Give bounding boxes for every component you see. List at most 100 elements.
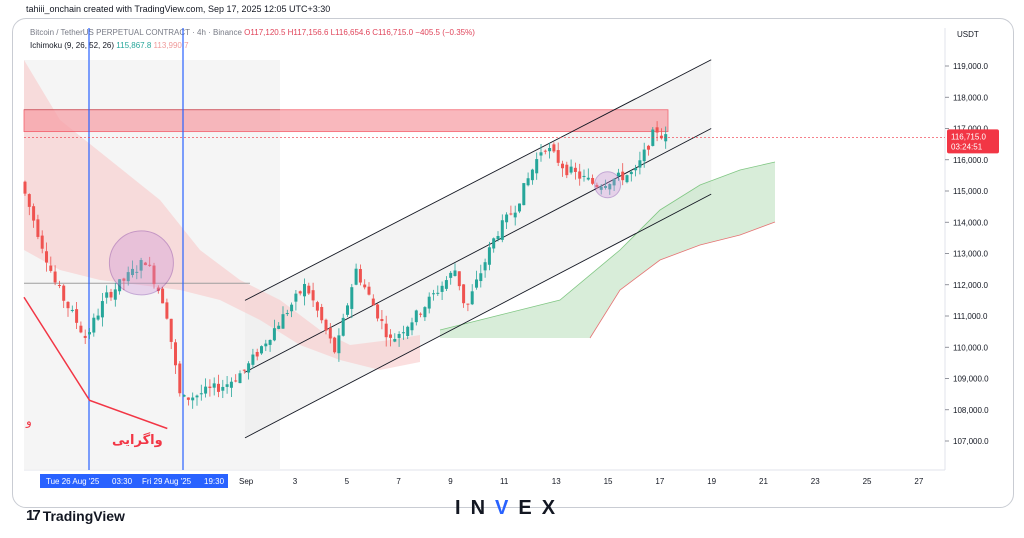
candle-body[interactable] <box>604 186 607 188</box>
candle-body[interactable] <box>182 395 186 397</box>
candle-body[interactable] <box>251 354 255 365</box>
channel-upper-line[interactable] <box>244 59 712 301</box>
candle-body[interactable] <box>659 135 663 139</box>
candle-body[interactable] <box>260 346 263 354</box>
symbol-title[interactable]: Bitcoin / TetherUS PERPETUAL CONTRACT · … <box>30 28 242 37</box>
candle-body[interactable] <box>225 384 229 387</box>
candle-body[interactable] <box>573 167 577 172</box>
candle-body[interactable] <box>36 219 40 237</box>
candle-body[interactable] <box>27 194 31 207</box>
candle-body[interactable] <box>303 283 306 297</box>
candle-body[interactable] <box>242 369 246 371</box>
candle-body[interactable] <box>100 301 104 318</box>
candle-body[interactable] <box>264 343 268 347</box>
candle-body[interactable] <box>88 332 91 335</box>
candle-body[interactable] <box>255 351 259 357</box>
candle-body[interactable] <box>337 335 341 354</box>
candle-body[interactable] <box>363 284 367 288</box>
indicator-name[interactable]: Ichimoku (9, 26, 52, 26) <box>30 41 115 50</box>
candle-body[interactable] <box>311 290 315 301</box>
candle-body[interactable] <box>401 332 405 334</box>
candle-body[interactable] <box>513 212 517 218</box>
candle-body[interactable] <box>466 303 470 305</box>
highlight-circle[interactable] <box>594 171 622 199</box>
candle-body[interactable] <box>105 292 109 298</box>
candle-body[interactable] <box>487 247 491 265</box>
candle-body[interactable] <box>569 166 573 173</box>
candle-body[interactable] <box>483 262 487 271</box>
candle-body[interactable] <box>234 380 238 382</box>
candle-body[interactable] <box>380 319 384 322</box>
candle-body[interactable] <box>457 271 461 287</box>
candle-body[interactable] <box>384 323 388 338</box>
candle-body[interactable] <box>591 177 595 184</box>
candle-body[interactable] <box>290 304 294 312</box>
candle-body[interactable] <box>595 184 599 188</box>
candle-body[interactable] <box>470 291 474 305</box>
candle-body[interactable] <box>427 296 431 309</box>
candle-body[interactable] <box>616 172 620 177</box>
candle-body[interactable] <box>505 214 509 223</box>
candle-body[interactable] <box>500 220 504 240</box>
candle-body[interactable] <box>492 238 496 249</box>
candle-body[interactable] <box>70 309 74 311</box>
candle-body[interactable] <box>419 313 423 315</box>
candle-body[interactable] <box>143 262 147 266</box>
candle-body[interactable] <box>371 298 375 306</box>
candle-body[interactable] <box>608 184 612 190</box>
candle-body[interactable] <box>247 363 251 373</box>
candle-body[interactable] <box>199 393 203 395</box>
candle-body[interactable] <box>638 160 642 168</box>
candle-body[interactable] <box>479 273 483 282</box>
candle-body[interactable] <box>161 288 165 304</box>
candle-body[interactable] <box>40 235 44 249</box>
candle-body[interactable] <box>393 338 397 342</box>
candle-body[interactable] <box>518 203 521 212</box>
candle-body[interactable] <box>599 186 603 190</box>
candle-body[interactable] <box>556 150 560 163</box>
candle-body[interactable] <box>453 270 457 276</box>
candle-body[interactable] <box>578 171 582 179</box>
candle-body[interactable] <box>410 322 414 331</box>
candle-body[interactable] <box>191 397 195 401</box>
candle-body[interactable] <box>651 129 655 146</box>
highlight-circle[interactable] <box>108 230 174 296</box>
candle-body[interactable] <box>113 289 117 300</box>
candle-body[interactable] <box>496 235 500 240</box>
candle-body[interactable] <box>165 302 169 319</box>
candle-body[interactable] <box>449 272 453 278</box>
candle-body[interactable] <box>367 286 371 295</box>
candle-body[interactable] <box>397 334 401 338</box>
candle-body[interactable] <box>432 293 435 295</box>
candle-body[interactable] <box>92 317 96 333</box>
channel-lower-line[interactable] <box>244 193 712 439</box>
candle-body[interactable] <box>462 284 466 304</box>
candle-body[interactable] <box>49 265 53 271</box>
candle-body[interactable] <box>655 127 659 133</box>
candle-body[interactable] <box>122 278 126 281</box>
price-badge[interactable] <box>947 129 999 154</box>
candle-body[interactable] <box>565 164 569 176</box>
candle-body[interactable] <box>57 285 61 287</box>
candle-body[interactable] <box>195 395 199 398</box>
candle-body[interactable] <box>629 171 633 175</box>
candle-body[interactable] <box>315 302 319 311</box>
candle-body[interactable] <box>217 383 220 392</box>
candle-body[interactable] <box>139 260 143 271</box>
candle-body[interactable] <box>346 305 349 315</box>
candle-body[interactable] <box>238 373 242 384</box>
candle-body[interactable] <box>389 334 392 338</box>
candle-body[interactable] <box>156 287 160 291</box>
candle-body[interactable] <box>621 171 625 181</box>
candle-body[interactable] <box>522 183 526 206</box>
candle-body[interactable] <box>152 265 156 285</box>
candle-body[interactable] <box>118 279 122 292</box>
candle-body[interactable] <box>79 325 83 333</box>
candle-body[interactable] <box>109 291 113 298</box>
resistance-zone[interactable] <box>23 109 669 133</box>
channel-middle-line[interactable] <box>244 128 712 373</box>
candle-body[interactable] <box>174 342 177 366</box>
candle-body[interactable] <box>548 148 552 152</box>
candle-body[interactable] <box>509 213 513 215</box>
